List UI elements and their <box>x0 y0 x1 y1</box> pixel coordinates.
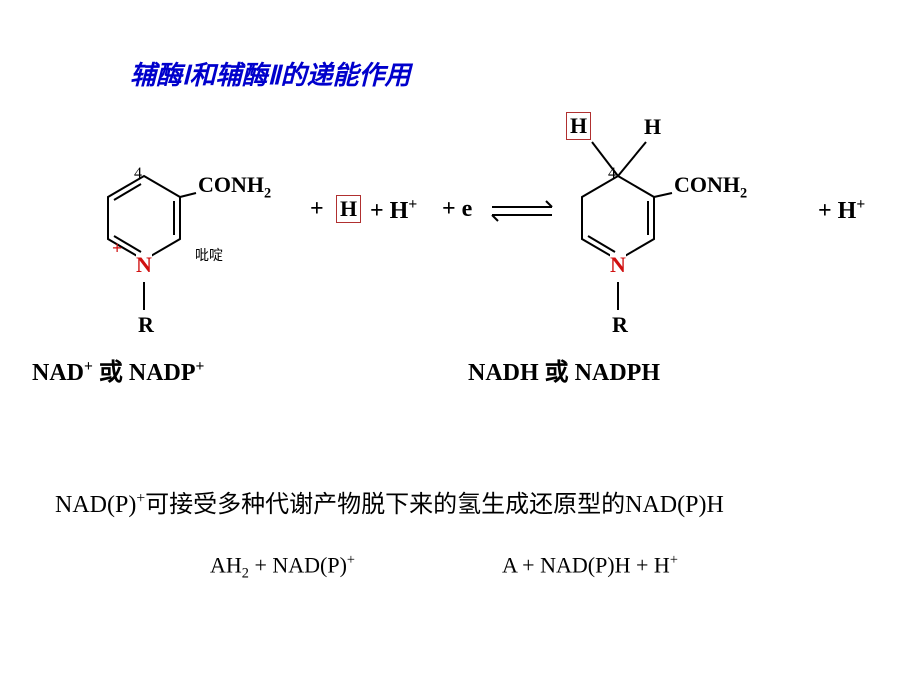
right-r-label: R <box>612 312 628 338</box>
right-h2: H <box>644 114 661 140</box>
right-pos4-label: 4 <box>608 165 616 183</box>
right-caption: NADH 或 NADPH <box>468 352 660 387</box>
equation-lhs: AH2 + NAD(P)+ <box>210 552 355 583</box>
left-pos4-label: 4 <box>134 165 142 183</box>
left-n-atom: N <box>136 254 152 276</box>
right-conh2: CONH2 <box>674 172 747 202</box>
middle-h-boxed: H <box>336 195 361 223</box>
equation-rhs: A + NAD(P)H + H+ <box>502 552 678 578</box>
right-plus-h: + H+ <box>818 196 865 225</box>
left-r-label: R <box>138 312 154 338</box>
equilibrium-arrow <box>492 201 552 221</box>
right-h-boxed: H <box>566 112 591 140</box>
left-conh2: CONH2 <box>198 172 271 202</box>
pyridine-label: 吡啶 <box>195 245 223 265</box>
left-caption: NAD+ 或 NADP+ <box>32 352 204 387</box>
explanation-paragraph: NAD(P)+可接受多种代谢产物脱下来的氢生成还原型的NAD(P)H <box>55 484 724 519</box>
right-n-atom: N <box>610 254 626 276</box>
middle-plus1: + <box>310 196 324 223</box>
left-plus-charge: + <box>112 238 122 259</box>
middle-plus-h: + H+ <box>370 196 417 225</box>
right-ring <box>582 142 672 310</box>
middle-plus-e: + e <box>442 196 472 223</box>
